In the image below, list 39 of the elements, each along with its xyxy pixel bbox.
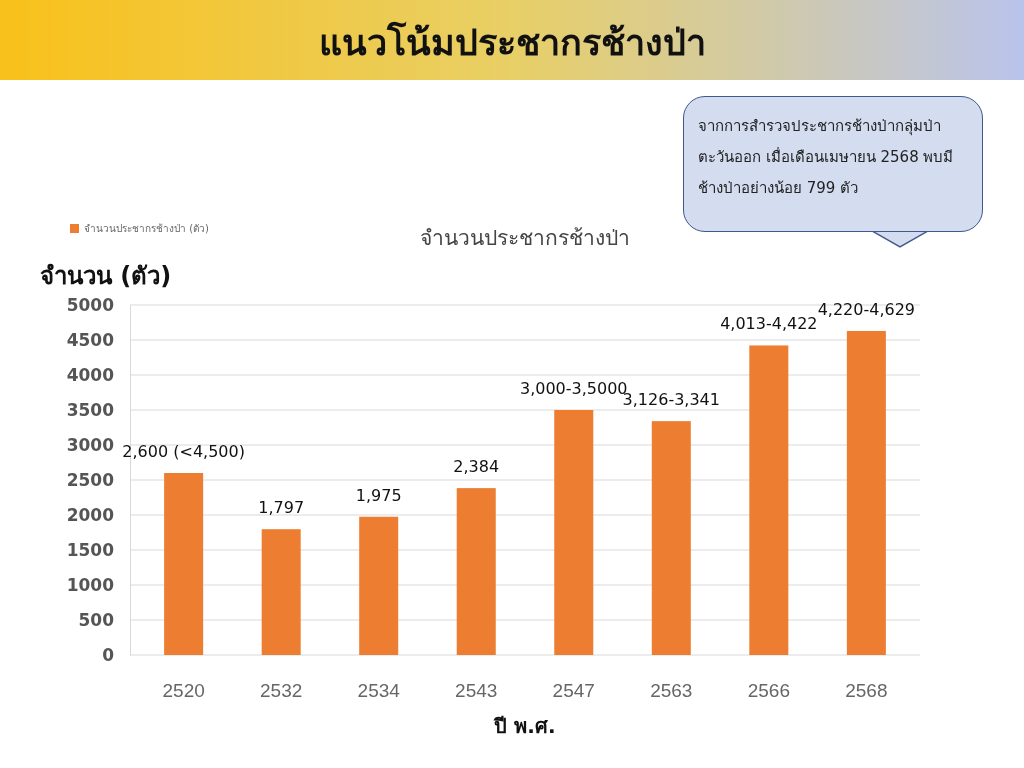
y-tick-label: 500	[78, 609, 115, 630]
y-tick-label: 2000	[66, 504, 115, 525]
y-tick-label: 3000	[66, 434, 115, 455]
chart-subtitle: จำนวนประชากรช้างป่า	[420, 226, 630, 250]
y-axis-title: จำนวน (ตัว)	[40, 261, 172, 292]
y-tick-label: 2500	[66, 469, 115, 490]
speech-bubble: จากการสำรวจประชากรช้างป่ากลุ่มป่าตะวันออก เมื่อเดือนเมษายน 2568 พบมีช้างป่าอย่างน้อย 799 ตัว	[683, 96, 983, 232]
bar	[456, 488, 496, 655]
y-tick-label: 3500	[66, 399, 115, 420]
y-tick-label: 5000	[66, 294, 115, 315]
bar	[749, 345, 789, 655]
x-tick-label: 2532	[260, 679, 303, 701]
x-tick-label: 2543	[455, 679, 498, 701]
chart-title: แนวโน้มประชากรช้างป่า	[317, 20, 707, 65]
data-label: 4,220-4,629	[817, 299, 916, 319]
bar	[846, 330, 886, 655]
bar	[359, 516, 399, 655]
data-label: 1,797	[258, 498, 305, 518]
x-tick-label: 2534	[357, 679, 401, 701]
y-tick-label: 0	[102, 644, 115, 665]
bar	[554, 410, 594, 655]
x-tick-label: 2566	[747, 679, 790, 701]
y-tick-label: 4500	[66, 329, 115, 350]
x-tick-label: 2563	[650, 679, 693, 701]
bar	[164, 473, 204, 655]
data-label: 2,384	[453, 457, 500, 477]
legend-label: จำนวนประชากรช้างป่า (ตัว)	[84, 223, 210, 234]
data-label: 2,600 (<4,500)	[122, 442, 245, 461]
x-tick-label: 2520	[162, 679, 205, 701]
y-tick-label: 4000	[66, 364, 115, 385]
bar	[651, 421, 691, 655]
data-label: 1,975	[355, 485, 402, 505]
y-tick-label: 1000	[66, 574, 115, 595]
x-tick-label: 2568	[845, 679, 888, 701]
bar	[261, 529, 301, 655]
data-label: 4,013-4,422	[720, 314, 818, 334]
y-tick-label: 1500	[66, 539, 115, 560]
x-tick-label: 2547	[552, 679, 595, 701]
x-axis-title: ปี พ.ศ.	[493, 714, 556, 738]
